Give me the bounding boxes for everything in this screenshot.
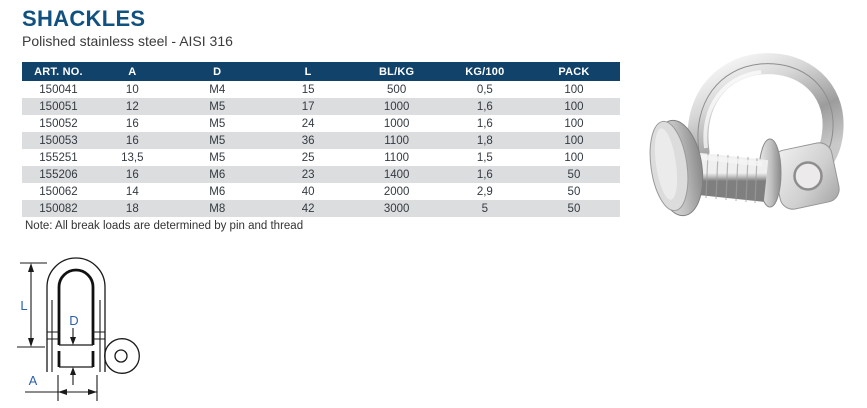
table-cell: 3000 [383, 202, 410, 215]
table-cell: 150053 [39, 134, 78, 147]
footnote: Note: All break loads are determined by … [25, 220, 304, 232]
diagram-pin-eye [104, 338, 140, 374]
table-cell: 50 [567, 168, 581, 181]
table-cell: 16 [125, 134, 139, 147]
table-cell: M5 [209, 117, 226, 130]
table-cell: 2,9 [476, 185, 493, 198]
column-header: BL/KG [351, 62, 442, 81]
table-cell: 155251 [39, 151, 78, 164]
column-header: L [264, 62, 352, 81]
table-cell: 2000 [383, 185, 410, 198]
column-header: PACK [527, 62, 620, 81]
table-cell: 1,5 [476, 151, 493, 164]
table-cell: 16 [125, 117, 139, 130]
table-cell: M4 [209, 83, 226, 96]
table-row: 150062 14 M6 40 2000 2,9 50 [22, 183, 620, 200]
shackle-dimension-diagram: L D A [17, 257, 140, 401]
diagram-pin [59, 344, 93, 368]
table-cell: M5 [209, 100, 226, 113]
table-cell: M8 [209, 202, 226, 215]
dimension-label-l: L [20, 298, 27, 313]
table-cell: 1000 [383, 117, 410, 130]
table-cell: 0,5 [476, 83, 493, 96]
spec-table-header: ART. NO. A D L BL/KG KG/100 PACK [22, 62, 620, 81]
table-cell: 100 [564, 100, 584, 113]
table-cell: 25 [301, 151, 315, 164]
table-cell: 40 [301, 185, 315, 198]
page-title: SHACKLES [22, 6, 146, 31]
table-cell: 14 [125, 185, 139, 198]
table-cell: 1,6 [476, 100, 493, 113]
table-row: 150041 10 M4 15 500 0,5 100 [22, 81, 620, 98]
table-row: 155251 13,5 M5 25 1100 1,5 100 [22, 149, 620, 166]
table-cell: 150082 [39, 202, 78, 215]
dimension-label-d: D [69, 313, 78, 328]
table-cell: 150062 [39, 185, 78, 198]
table-cell: 100 [564, 134, 584, 147]
spec-table: ART. NO. A D L BL/KG KG/100 PACK 150041 10 M4 15 5… [22, 62, 620, 217]
table-cell: 1,8 [476, 134, 493, 147]
table-cell: M6 [209, 185, 226, 198]
table-cell: 1,6 [476, 117, 493, 130]
page-subtitle: Polished stainless steel - AISI 316 [22, 33, 233, 49]
diagram-dimension-a: A [25, 373, 98, 401]
table-cell: 150052 [39, 117, 78, 130]
table-cell: 13,5 [121, 151, 144, 164]
table-cell: M5 [209, 151, 226, 164]
column-header: A [94, 62, 170, 81]
column-header: D [169, 62, 265, 81]
table-cell: 155206 [39, 168, 78, 181]
photo-pin-head [649, 119, 704, 217]
photo-pin-eye-tab [772, 142, 840, 210]
table-cell: 42 [301, 202, 315, 215]
table-cell: 100 [564, 83, 584, 96]
table-cell: 24 [301, 117, 315, 130]
table-cell: 36 [301, 134, 315, 147]
table-row: 150082 18 M8 42 3000 5 50 [22, 200, 620, 217]
table-cell: 150051 [39, 100, 78, 113]
column-header: ART. NO. [22, 62, 95, 81]
column-header: KG/100 [441, 62, 528, 81]
table-cell: 17 [301, 100, 315, 113]
table-cell: 150041 [39, 83, 78, 96]
table-cell: 1400 [383, 168, 410, 181]
table-cell: M6 [209, 168, 226, 181]
table-cell: 1000 [383, 100, 410, 113]
table-cell: 1100 [384, 151, 409, 164]
table-cell: M5 [209, 134, 226, 147]
table-cell: 1,6 [476, 168, 493, 181]
diagram-dimension-d: D [69, 313, 79, 385]
table-cell: 18 [125, 202, 139, 215]
dimension-label-a: A [29, 373, 38, 388]
table-row: 150053 16 M5 36 1100 1,8 100 [22, 132, 620, 149]
table-cell: 5 [481, 202, 489, 215]
table-cell: 12 [125, 100, 139, 113]
table-row: 150052 16 M5 24 1000 1,6 100 [22, 115, 620, 132]
table-cell: 100 [564, 151, 584, 164]
table-cell: 500 [387, 83, 407, 96]
table-cell: 1100 [384, 134, 409, 147]
table-cell: 23 [301, 168, 315, 181]
table-cell: 16 [125, 168, 139, 181]
diagram-bow-outline [46, 257, 106, 372]
table-cell: 50 [567, 185, 581, 198]
table-cell: 10 [125, 83, 139, 96]
table-cell: 50 [567, 202, 581, 215]
table-row: 150051 12 M5 17 1000 1,6 100 [22, 98, 620, 115]
product-photo [649, 53, 844, 217]
table-row: 155206 16 M6 23 1400 1,6 50 [22, 166, 620, 183]
table-cell: 100 [564, 117, 584, 130]
diagram-dimension-l: L [17, 262, 47, 348]
table-cell: 15 [301, 83, 315, 96]
